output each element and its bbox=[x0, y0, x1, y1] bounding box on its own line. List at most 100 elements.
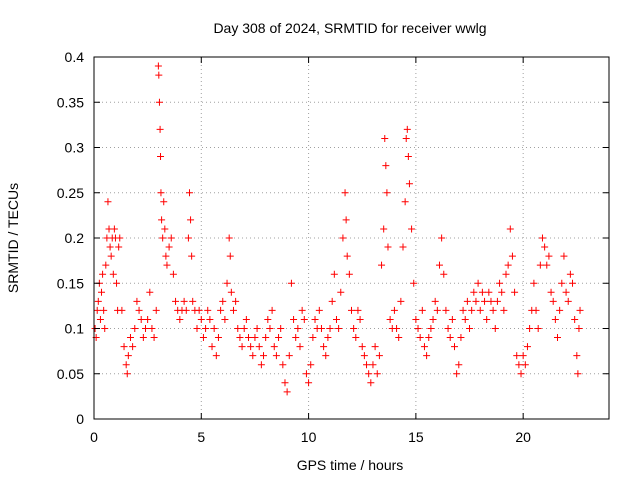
data-point bbox=[401, 198, 409, 206]
data-point bbox=[206, 315, 214, 323]
data-point bbox=[530, 279, 538, 287]
data-point bbox=[315, 306, 323, 314]
data-point bbox=[566, 270, 574, 278]
data-point bbox=[214, 334, 222, 342]
data-point bbox=[472, 297, 480, 305]
data-point bbox=[221, 315, 229, 323]
data-point bbox=[423, 352, 431, 360]
data-point bbox=[481, 297, 489, 305]
data-point bbox=[383, 189, 391, 197]
data-point bbox=[502, 270, 510, 278]
data-point bbox=[390, 306, 398, 314]
data-point bbox=[513, 352, 521, 360]
data-point bbox=[101, 325, 109, 332]
data-point bbox=[210, 325, 218, 332]
data-point bbox=[508, 252, 516, 260]
data-point bbox=[322, 352, 330, 360]
y-tick-label: 0.1 bbox=[65, 321, 85, 337]
data-point bbox=[500, 306, 508, 314]
data-point bbox=[227, 288, 235, 296]
data-point bbox=[120, 343, 128, 351]
data-point bbox=[339, 234, 347, 242]
data-point bbox=[352, 334, 360, 342]
data-point bbox=[240, 325, 248, 332]
data-point bbox=[487, 297, 495, 305]
data-point bbox=[296, 343, 304, 351]
data-point bbox=[96, 315, 104, 323]
data-point bbox=[234, 325, 242, 332]
data-point bbox=[160, 198, 168, 206]
data-point bbox=[290, 315, 298, 323]
data-point bbox=[93, 306, 101, 314]
data-point bbox=[545, 252, 553, 260]
data-point bbox=[150, 334, 158, 342]
data-point bbox=[279, 361, 287, 369]
data-point bbox=[262, 334, 270, 342]
data-point bbox=[405, 180, 413, 188]
data-point bbox=[187, 216, 195, 224]
data-point bbox=[223, 279, 231, 287]
axis-ticks: 0 5 10 15 20 0 0.05 0.1 0.15 0.2 0.25 0.3 0.35 0.4 bbox=[57, 49, 609, 445]
data-point bbox=[348, 306, 355, 314]
data-point bbox=[242, 315, 250, 323]
data-point bbox=[260, 352, 268, 360]
data-point bbox=[397, 297, 405, 305]
data-point bbox=[365, 370, 373, 378]
data-point bbox=[195, 306, 203, 314]
data-point bbox=[468, 306, 476, 314]
data-point bbox=[287, 279, 295, 287]
data-point bbox=[350, 325, 358, 332]
y-tick-label: 0.3 bbox=[65, 140, 85, 156]
data-point bbox=[451, 343, 458, 351]
data-point bbox=[556, 306, 564, 314]
data-point bbox=[115, 243, 123, 251]
data-point bbox=[420, 343, 428, 351]
data-point bbox=[107, 252, 115, 260]
data-point bbox=[551, 315, 559, 323]
data-point bbox=[328, 297, 336, 305]
data-point bbox=[504, 261, 512, 269]
data-point bbox=[427, 325, 435, 332]
data-point bbox=[463, 297, 471, 305]
data-point bbox=[404, 153, 412, 161]
data-point bbox=[162, 252, 170, 260]
data-point bbox=[118, 306, 126, 314]
data-point bbox=[133, 297, 141, 305]
data-point bbox=[148, 325, 156, 332]
data-point bbox=[189, 297, 197, 305]
data-point bbox=[247, 343, 255, 351]
data-point bbox=[245, 334, 252, 342]
data-point bbox=[360, 352, 368, 360]
data-point bbox=[470, 288, 478, 296]
data-point bbox=[438, 234, 446, 242]
data-point bbox=[536, 261, 544, 269]
data-point bbox=[320, 343, 328, 351]
data-point bbox=[395, 334, 403, 342]
data-point bbox=[549, 297, 557, 305]
data-point bbox=[156, 125, 164, 133]
data-point bbox=[562, 288, 570, 296]
data-point bbox=[238, 343, 246, 351]
data-point bbox=[371, 343, 379, 351]
data-point bbox=[302, 370, 310, 378]
data-point bbox=[292, 334, 300, 342]
data-point bbox=[285, 352, 293, 360]
data-point bbox=[416, 334, 424, 342]
data-point bbox=[418, 306, 426, 314]
data-point bbox=[180, 297, 188, 305]
data-point bbox=[264, 315, 272, 323]
data-point bbox=[459, 306, 467, 314]
y-tick-label: 0.15 bbox=[57, 275, 84, 291]
data-point bbox=[571, 315, 579, 323]
data-point bbox=[309, 334, 317, 342]
data-point bbox=[515, 361, 523, 369]
data-point bbox=[547, 288, 555, 296]
data-point bbox=[412, 315, 420, 323]
data-point bbox=[253, 325, 261, 332]
data-point bbox=[446, 334, 454, 342]
data-point bbox=[408, 225, 416, 233]
data-point bbox=[498, 288, 506, 296]
data-point bbox=[369, 361, 377, 369]
data-point bbox=[104, 198, 112, 206]
data-point bbox=[431, 297, 439, 305]
